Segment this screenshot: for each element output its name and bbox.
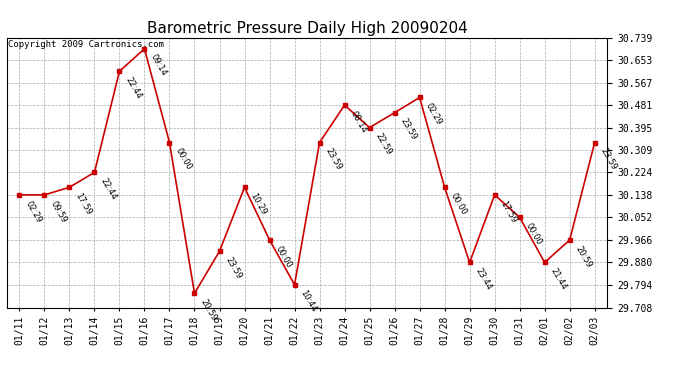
Text: 10:29: 10:29 [248,192,268,216]
Text: 09:59: 09:59 [48,199,68,224]
Text: 22:59: 22:59 [374,132,393,157]
Text: 21:44: 21:44 [549,267,569,292]
Text: 00:00: 00:00 [448,192,469,216]
Text: 20:59: 20:59 [574,244,593,269]
Text: 17:59: 17:59 [499,199,519,224]
Text: 08:14: 08:14 [348,109,368,134]
Text: 10:44: 10:44 [299,289,318,314]
Text: 00:00: 00:00 [524,222,544,247]
Text: 23:59: 23:59 [324,147,344,172]
Text: 20:59: 20:59 [199,297,218,322]
Text: 00:00: 00:00 [174,147,193,172]
Text: 23:44: 23:44 [474,267,493,292]
Text: 23:59: 23:59 [399,117,419,142]
Text: 23:59: 23:59 [599,147,619,172]
Text: 23:59: 23:59 [224,255,244,280]
Text: 02:29: 02:29 [424,102,444,127]
Text: Copyright 2009 Cartronics.com: Copyright 2009 Cartronics.com [8,40,164,49]
Text: 22:44: 22:44 [124,75,144,100]
Title: Barometric Pressure Daily High 20090204: Barometric Pressure Daily High 20090204 [147,21,467,36]
Text: 00:00: 00:00 [274,244,293,269]
Text: 09:14: 09:14 [148,53,168,78]
Text: 17:59: 17:59 [74,192,93,217]
Text: 02:29: 02:29 [23,199,43,224]
Text: 22:44: 22:44 [99,177,118,202]
